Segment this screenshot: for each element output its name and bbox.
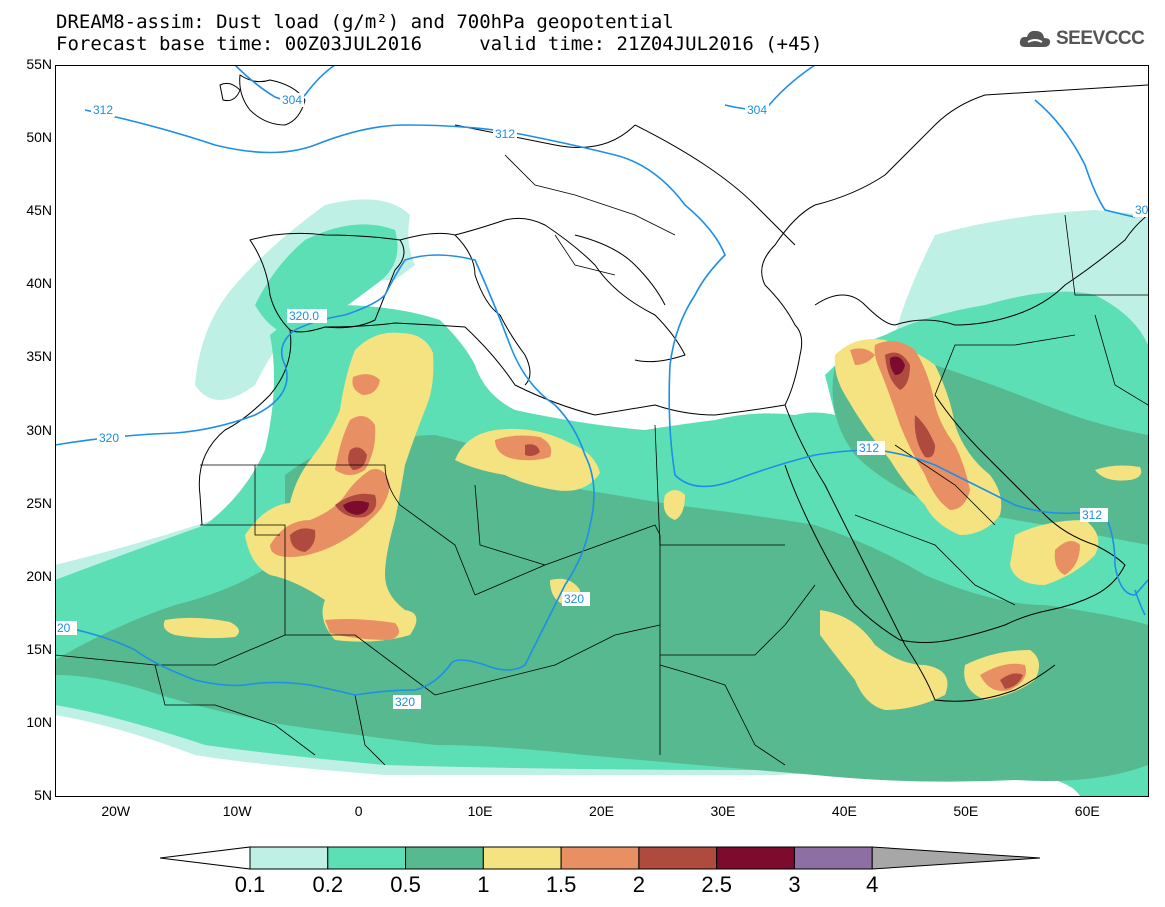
lon-tick-label: 30E [710,803,736,819]
colorbar-level-label: 0.5 [390,872,421,897]
colorbar-swatch [871,846,1040,870]
colorbar-level-label: 1 [477,872,490,897]
colorbar-level-label: 2 [632,872,645,897]
colorbar-swatch [482,846,562,870]
contour-label-312-oman: 312 [1082,508,1102,522]
map-title: DREAM8-assim: Dust load (g/m²) and 700hP… [56,11,674,33]
cloud-icon [1019,30,1051,47]
seevccc-logo: SEEVCCC [1018,28,1145,50]
colorbar-swatch [560,846,640,870]
lat-tick-label: 30N [26,421,52,438]
geopotential-contour-labels: 312 304 312 304 30 320.0 320 312 312 320… [55,93,1148,709]
lat-tick-label: 50N [26,129,52,146]
lon-tick-label: 60E [1074,803,1100,819]
colorbar-swatch [405,846,484,870]
lat-tick-label: 40N [26,275,52,292]
colorbar-swatch [327,846,407,870]
dust-load-map: 312 304 312 304 30 320.0 320 312 312 320… [55,65,1148,796]
contour-label-320-sahel: 320 [395,695,415,709]
lat-tick-label: 5N [34,787,52,803]
contour-label-312-arab: 312 [859,441,879,455]
contour-label-304-ru: 304 [747,103,767,117]
lon-tick-label: 10E [467,803,493,819]
contour-label-320-west: 20 [57,621,71,635]
colorbar-level-label: 1.5 [545,872,577,897]
colorbar-swatch [793,846,873,870]
colorbar-swatch [249,846,329,870]
lat-tick-label: 55N [26,56,52,72]
colorbar-swatch [716,846,795,870]
lon-tick-label: 20E [589,803,614,819]
colorbar-level-label: 4 [866,872,879,897]
logo-text: SEEVCCC [1056,28,1145,49]
contour-label-320-chad: 320 [564,592,584,606]
colorbar-level-label: 2.5 [701,872,732,897]
borders [55,154,1148,766]
lon-tick-label: 0 [354,803,363,819]
map-subtitle: Forecast base time: 00Z03JUL2016 valid t… [56,33,823,55]
lon-tick-label: 20W [101,803,131,819]
colorbar-swatch [638,846,718,870]
lat-tick-label: 25N [26,494,52,511]
contour-label-320-atl: 320 [99,431,119,445]
dust-field-2.5 [343,356,905,515]
contour-label-312-nw: 312 [93,103,113,117]
lon-tick-label: 10W [222,803,252,819]
lat-tick-label: 15N [26,640,52,657]
colorbar-under-triangle [160,846,251,870]
lat-tick-label: 10N [26,713,52,730]
colorbar [160,846,1040,870]
lon-tick-label: 40E [831,803,857,819]
colorbar-level-label: 3 [788,872,801,897]
contour-label-304-uk: 304 [282,93,302,107]
contour-label-312-eu: 312 [495,127,515,141]
colorbar-level-label: 0.2 [312,872,344,897]
lat-tick-label: 45N [26,202,52,219]
lat-tick-label: 20N [26,567,52,584]
lat-tick-label: 35N [26,348,52,365]
contour-label-320-spain: 320.0 [289,309,319,323]
colorbar-level-label: 0.1 [234,872,266,897]
coastlines [198,74,1148,702]
contour-label-30x-e: 30 [1135,203,1148,217]
lon-tick-label: 50E [953,803,979,819]
